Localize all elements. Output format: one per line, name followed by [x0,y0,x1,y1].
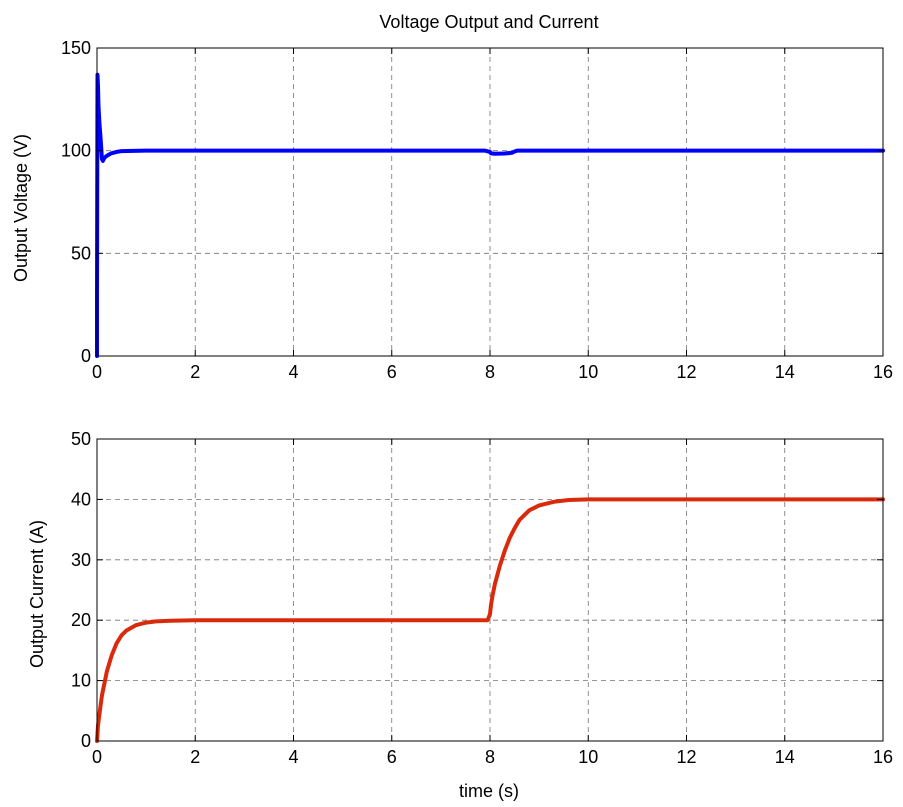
current-x-tick-label: 8 [485,747,495,767]
voltage-series-line [95,72,885,358]
voltage-x-tick-label: 2 [190,362,200,382]
current-series-line [95,497,885,743]
current-panel: Output Current (A) time (s) 0 2 4 6 8 10 12 14 1… [27,429,893,801]
current-x-tick-label: 4 [288,747,298,767]
voltage-y-tick-label: 100 [61,141,91,161]
current-y-tick-label: 20 [71,610,91,630]
current-y-axis-label: Output Current (A) [27,520,47,668]
x-axis-label: time (s) [459,781,519,801]
voltage-x-tick-label: 14 [775,362,795,382]
current-y-tick-label: 10 [71,671,91,691]
voltage-x-tick-label: 6 [387,362,397,382]
current-x-tick-label: 6 [387,747,397,767]
current-x-tick-label: 14 [775,747,795,767]
current-y-tick-label: 40 [71,489,91,509]
current-x-tick-label: 2 [190,747,200,767]
voltage-y-tick-label: 0 [81,346,91,366]
voltage-x-tick-label: 0 [92,362,102,382]
current-x-tick-label: 12 [676,747,696,767]
voltage-x-tick-label: 10 [578,362,598,382]
voltage-y-tick-label: 150 [61,38,91,58]
voltage-x-tick-label: 12 [676,362,696,382]
voltage-x-tick-label: 4 [288,362,298,382]
voltage-x-tick-label: 16 [873,362,893,382]
current-x-tick-label: 0 [92,747,102,767]
voltage-y-tick-label: 50 [71,243,91,263]
current-y-tick-label: 30 [71,550,91,570]
voltage-x-tick-label: 8 [485,362,495,382]
chart-title: Voltage Output and Current [379,12,598,32]
current-plot-area [97,439,883,741]
current-y-tick-label: 0 [81,731,91,751]
current-x-tick-label: 10 [578,747,598,767]
voltage-y-axis-label: Output Voltage (V) [11,134,31,282]
current-y-tick-label: 50 [71,429,91,449]
current-x-tick-label: 16 [873,747,893,767]
voltage-panel: Voltage Output and Current Output Voltag… [11,12,893,382]
